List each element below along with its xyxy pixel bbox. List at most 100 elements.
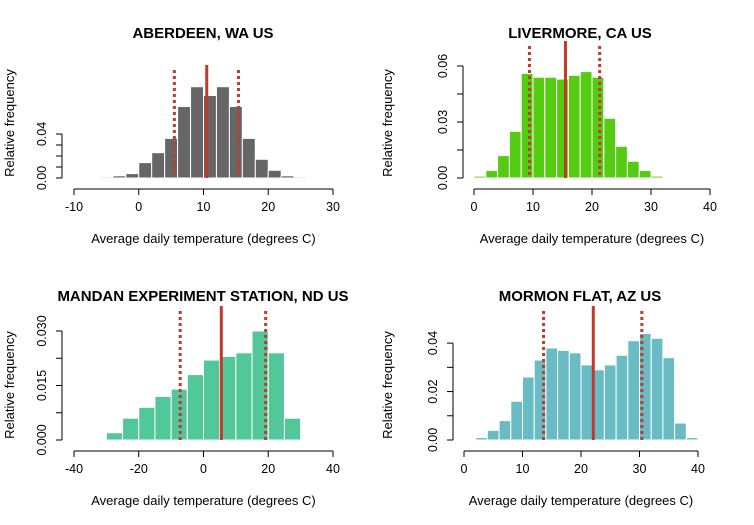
histogram-bar-1 <box>99 176 114 179</box>
y-tick-label: 0.04 <box>426 331 440 355</box>
x-tick-label: 0 <box>461 462 468 476</box>
y-tick-label: 0.03 <box>436 110 450 134</box>
histogram-bar-16 <box>650 175 664 179</box>
histogram-bar-12 <box>603 117 617 179</box>
histogram-bar-13 <box>615 354 629 441</box>
y-tick-label: 0.00 <box>436 166 450 190</box>
histogram-bar-1 <box>473 175 487 179</box>
x-tick-label: 10 <box>197 200 211 214</box>
histogram-bar-10 <box>579 71 593 179</box>
histogram-bar-12 <box>241 137 256 179</box>
histogram-bar-11 <box>267 352 285 441</box>
x-tick-label: -20 <box>130 462 148 476</box>
x-tick-label: -10 <box>65 200 83 214</box>
histogram-bar-14 <box>626 160 640 179</box>
x-axis-label: Average daily temperature (degrees C) <box>91 493 316 508</box>
histogram-bar-2 <box>485 170 499 179</box>
histogram-panel-1: ABERDEEN, WA US -10 0 10 20 30 0.00 0.04 Average… <box>2 25 340 246</box>
y-tick-label: 0.015 <box>35 370 49 401</box>
x-axis-label: Average daily temperature (degrees C) <box>91 231 316 246</box>
histogram-bar-3 <box>125 173 140 179</box>
y-axis-label: Relative frequency <box>380 69 395 177</box>
x-tick-label: -40 <box>65 462 83 476</box>
x-axis-label: Average daily temperature (degrees C) <box>469 493 694 508</box>
histogram-bar-1 <box>475 437 488 441</box>
x-tick-label: 30 <box>644 200 658 214</box>
histogram-bar-7 <box>203 359 221 441</box>
histogram-bar-2 <box>486 429 500 441</box>
histogram-bar-5 <box>520 72 534 179</box>
histogram-bar-8 <box>557 349 570 441</box>
histogram-bar-14 <box>627 340 640 441</box>
y-tick-label: 0.00 <box>35 166 49 190</box>
histogram-bar-3 <box>138 406 156 441</box>
histogram-bar-18 <box>674 422 687 441</box>
x-tick-label: 30 <box>326 200 340 214</box>
panel-title: LIVERMORE, CA US <box>508 25 652 42</box>
histogram-bar-15 <box>638 170 652 179</box>
panel-title: MANDAN EXPERIMENT STATION, ND US <box>57 288 348 305</box>
histogram-bar-4 <box>510 400 523 441</box>
histogram-panel-3: MANDAN EXPERIMENT STATION, ND US -40 -20 0 2… <box>2 288 349 508</box>
histogram-bar-1 <box>105 432 124 441</box>
y-tick-label: 0.00 <box>426 428 440 452</box>
histogram-bar-3 <box>497 155 510 179</box>
histogram-bar-19 <box>685 437 699 441</box>
histogram-bar-9 <box>235 352 253 441</box>
histogram-bar-11 <box>228 106 243 179</box>
x-tick-label: 30 <box>633 462 647 476</box>
histogram-bar-4 <box>138 162 153 179</box>
x-tick-label: 10 <box>526 200 540 214</box>
y-tick-label: 0.000 <box>35 424 49 455</box>
y-tick-label: 0.06 <box>436 54 450 78</box>
y-axis-label: Relative frequency <box>2 69 17 177</box>
histogram-bar-13 <box>254 158 269 179</box>
histogram-bar-6 <box>186 374 204 441</box>
histogram-bar-5 <box>151 152 166 179</box>
x-tick-label: 20 <box>585 200 599 214</box>
x-tick-label: 10 <box>516 462 530 476</box>
x-tick-label: 0 <box>200 462 207 476</box>
y-tick-label: 0.02 <box>426 379 440 403</box>
histogram-bar-10 <box>580 364 594 441</box>
histogram-bar-5 <box>522 376 535 441</box>
y-axis-label: Relative frequency <box>380 331 395 439</box>
histogram-bar-17 <box>662 357 676 441</box>
x-tick-label: 0 <box>135 200 142 214</box>
panel-title: ABERDEEN, WA US <box>132 25 273 42</box>
histogram-bar-9 <box>568 352 582 441</box>
y-axis-label: Relative frequency <box>2 331 17 439</box>
histogram-panel-4: MORMON FLAT, AZ US 0 10 20 30 40 0.00 0.02 0.04 A… <box>380 288 705 508</box>
histogram-bar-16 <box>650 337 664 441</box>
histogram-bar-12 <box>603 364 617 441</box>
histogram-bar-2 <box>112 175 127 179</box>
histogram-bar-16 <box>293 176 308 179</box>
histogram-bar-8 <box>190 86 205 179</box>
x-axis-label: Average daily temperature (degrees C) <box>480 231 705 246</box>
histogram-bar-3 <box>498 420 512 441</box>
histogram-panel-2: LIVERMORE, CA US 0 10 20 30 40 0.00 0.03 0.06 Ave… <box>380 25 717 246</box>
histogram-bar-12 <box>283 417 302 441</box>
y-tick-label: 0.030 <box>35 315 49 346</box>
x-tick-label: 40 <box>326 462 340 476</box>
histogram-bar-13 <box>615 145 628 179</box>
x-tick-label: 0 <box>471 200 478 214</box>
histogram-bar-9 <box>567 74 581 179</box>
x-tick-label: 20 <box>261 200 275 214</box>
histogram-bar-7 <box>544 76 558 179</box>
histogram-bar-2 <box>122 417 140 441</box>
histogram-bar-10 <box>215 86 230 179</box>
panel-title: MORMON FLAT, AZ US <box>499 288 661 305</box>
x-tick-label: 40 <box>703 200 717 214</box>
x-tick-label: 20 <box>261 462 275 476</box>
histogram-bar-15 <box>280 175 295 179</box>
histogram-bar-14 <box>267 169 282 179</box>
histogram-bar-7 <box>545 347 559 441</box>
x-tick-label: 40 <box>691 462 705 476</box>
x-tick-label: 20 <box>574 462 588 476</box>
histogram-bar-11 <box>591 76 605 179</box>
histogram-bar-6 <box>532 76 546 179</box>
histogram-bar-4 <box>508 130 522 179</box>
histogram-bar-4 <box>154 395 172 441</box>
